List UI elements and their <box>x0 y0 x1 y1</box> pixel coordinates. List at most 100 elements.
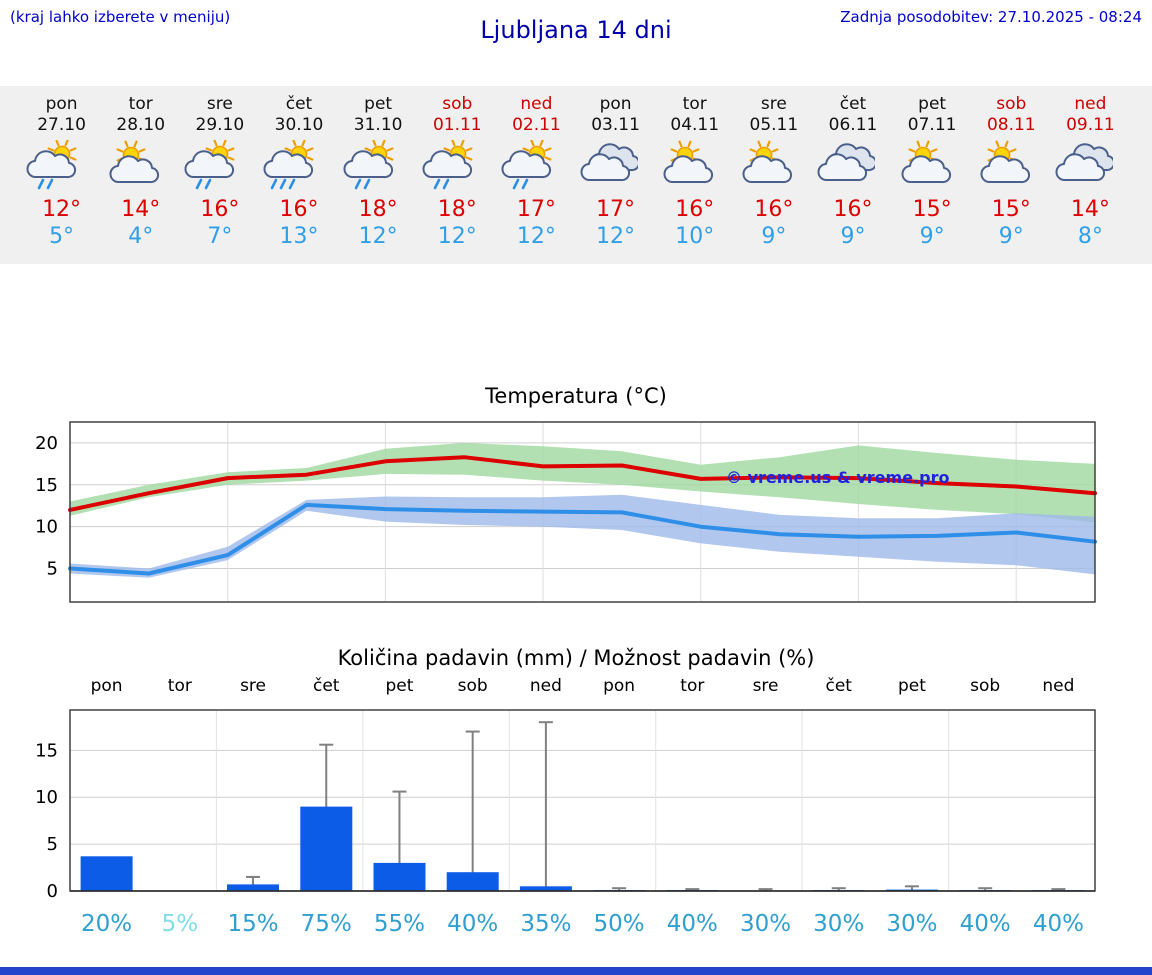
precip-percent: 30% <box>813 911 865 937</box>
temp-max: 16° <box>754 197 794 222</box>
precip-day-label: ned <box>529 676 562 696</box>
day-name: tor <box>682 94 707 114</box>
precip-day-label: sob <box>970 676 1001 696</box>
precip-day-label: čet <box>313 676 340 696</box>
precip-percent: 30% <box>886 911 938 937</box>
day-name: sob <box>442 94 473 114</box>
cloudy-icon <box>1051 140 1130 194</box>
sun-cloud-icon <box>893 140 972 194</box>
temp-max: 14° <box>1070 197 1110 222</box>
precipitation-chart-title: Količina padavin (mm) / Možnost padavin … <box>337 646 815 670</box>
precip-percent: 75% <box>300 911 352 937</box>
watermark: © vreme.us & vreme.pro <box>726 468 949 487</box>
precip-percent: 40% <box>959 911 1011 937</box>
precip-grid <box>70 710 1095 891</box>
precip-percent: 40% <box>1032 911 1084 937</box>
sun-cloud-rain-icon <box>418 140 497 194</box>
temp-min: 4° <box>128 224 154 249</box>
temp-ytick: 5 <box>47 559 58 580</box>
day-date: 28.10 <box>116 115 166 135</box>
temperature-chart-title: Temperatura (°C) <box>485 384 667 408</box>
precip-day-label: čet <box>825 676 852 696</box>
temp-min: 12° <box>596 224 636 249</box>
temp-min: 5° <box>49 224 75 249</box>
precip-percent: 5% <box>161 911 199 937</box>
day-name: ned <box>1074 94 1107 114</box>
day-date: 29.10 <box>195 115 245 135</box>
precip-percent: 50% <box>593 911 645 937</box>
precip-day-label: sob <box>457 676 488 696</box>
day-date: 09.11 <box>1066 115 1115 135</box>
last-updated: Zadnja posodobitev: 27.10.2025 - 08:24 <box>840 8 1142 26</box>
cloudy-icon <box>576 140 655 194</box>
day-date: 03.11 <box>591 115 640 135</box>
precip-day-labels: pon tor sre čet pet sob ned pon tor sre čet pet sob n… <box>0 676 1152 696</box>
precip-percent: 35% <box>520 911 572 937</box>
temp-min-line <box>68 502 1097 576</box>
sun-cloud-icon <box>972 140 1051 194</box>
precip-day-label: tor <box>680 676 705 696</box>
sun-cloud-icon <box>655 140 734 194</box>
forecast-strip: pon 27.10 12° 5° tor 28.10 14° 4° sre 29.10 16° 7° č… <box>0 86 1152 264</box>
forecast-day: pet 31.10 18° 12° <box>339 94 418 250</box>
forecast-day: sre 05.11 16° 9° <box>734 94 813 250</box>
day-name: čet <box>839 94 867 114</box>
precip-day-label: ned <box>1042 676 1075 696</box>
precip-percent: 40% <box>447 911 499 937</box>
precip-percent: 40% <box>666 911 718 937</box>
temp-max: 18° <box>437 197 477 222</box>
day-date: 08.11 <box>986 115 1036 135</box>
temp-min: 12° <box>358 224 398 249</box>
forecast-day: sre 29.10 16° 7° <box>180 94 259 250</box>
temp-max-line <box>68 455 1097 512</box>
precip-day-label: pet <box>897 676 926 696</box>
day-name: sre <box>206 94 233 114</box>
sun-cloud-rain-icon <box>339 140 418 194</box>
temp-min: 12° <box>516 224 556 249</box>
precip-ytick: 0 <box>47 881 58 902</box>
precip-day-label: sre <box>752 676 779 696</box>
day-date: 02.11 <box>512 115 561 135</box>
temp-min: 10° <box>675 224 715 249</box>
precip-ytick: 5 <box>47 834 58 855</box>
temp-min: 9° <box>761 224 787 249</box>
forecast-day: ned 09.11 14° 8° <box>1051 94 1130 250</box>
page-header: (kraj lahko izberete v meniju) Ljubljana… <box>0 0 1152 50</box>
footer-bar <box>0 967 1152 975</box>
sun-cloud-icon <box>101 140 180 194</box>
forecast-day: pon 27.10 12° 5° <box>22 94 101 250</box>
precip-percent: 15% <box>227 911 279 937</box>
temp-ytick: 20 <box>35 433 58 454</box>
temp-max: 16° <box>675 197 715 222</box>
day-name: ned <box>520 94 553 114</box>
day-date: 04.11 <box>670 115 720 135</box>
temp-ytick: 15 <box>35 475 58 496</box>
precip-day-label: tor <box>167 676 192 696</box>
day-date: 07.11 <box>907 115 957 135</box>
precip-ytick: 15 <box>35 740 58 761</box>
day-name: sre <box>760 94 787 114</box>
temp-max: 16° <box>279 197 319 222</box>
sun-cloud-icon <box>734 140 813 194</box>
forecast-day: tor 04.11 16° 10° <box>655 94 734 250</box>
temperature-chart-block: Temperatura (°C) 5 10 15 20 © vreme.us & vre… <box>0 384 1152 614</box>
temp-min: 9° <box>840 224 866 249</box>
precip-percent: 30% <box>739 911 792 937</box>
location-hint: (kraj lahko izberete v meniju) <box>10 8 231 26</box>
temp-min: 12° <box>437 224 477 249</box>
temp-max: 15° <box>912 197 952 222</box>
temp-max: 12° <box>42 197 82 222</box>
day-name: sob <box>996 94 1027 114</box>
temp-ytick: 10 <box>35 517 58 538</box>
forecast-day: tor 28.10 14° 4° <box>101 94 180 250</box>
day-date: 06.11 <box>828 115 878 135</box>
day-date: 27.10 <box>37 115 86 135</box>
sun-cloud-heavy-rain-icon <box>259 140 338 194</box>
precip-ytick: 10 <box>35 787 58 808</box>
day-name: pet <box>364 94 393 114</box>
temp-min: 13° <box>279 224 319 249</box>
precip-day-label: pon <box>90 676 123 696</box>
temp-min: 9° <box>998 224 1024 249</box>
forecast-day: čet 30.10 16° 13° <box>259 94 338 250</box>
